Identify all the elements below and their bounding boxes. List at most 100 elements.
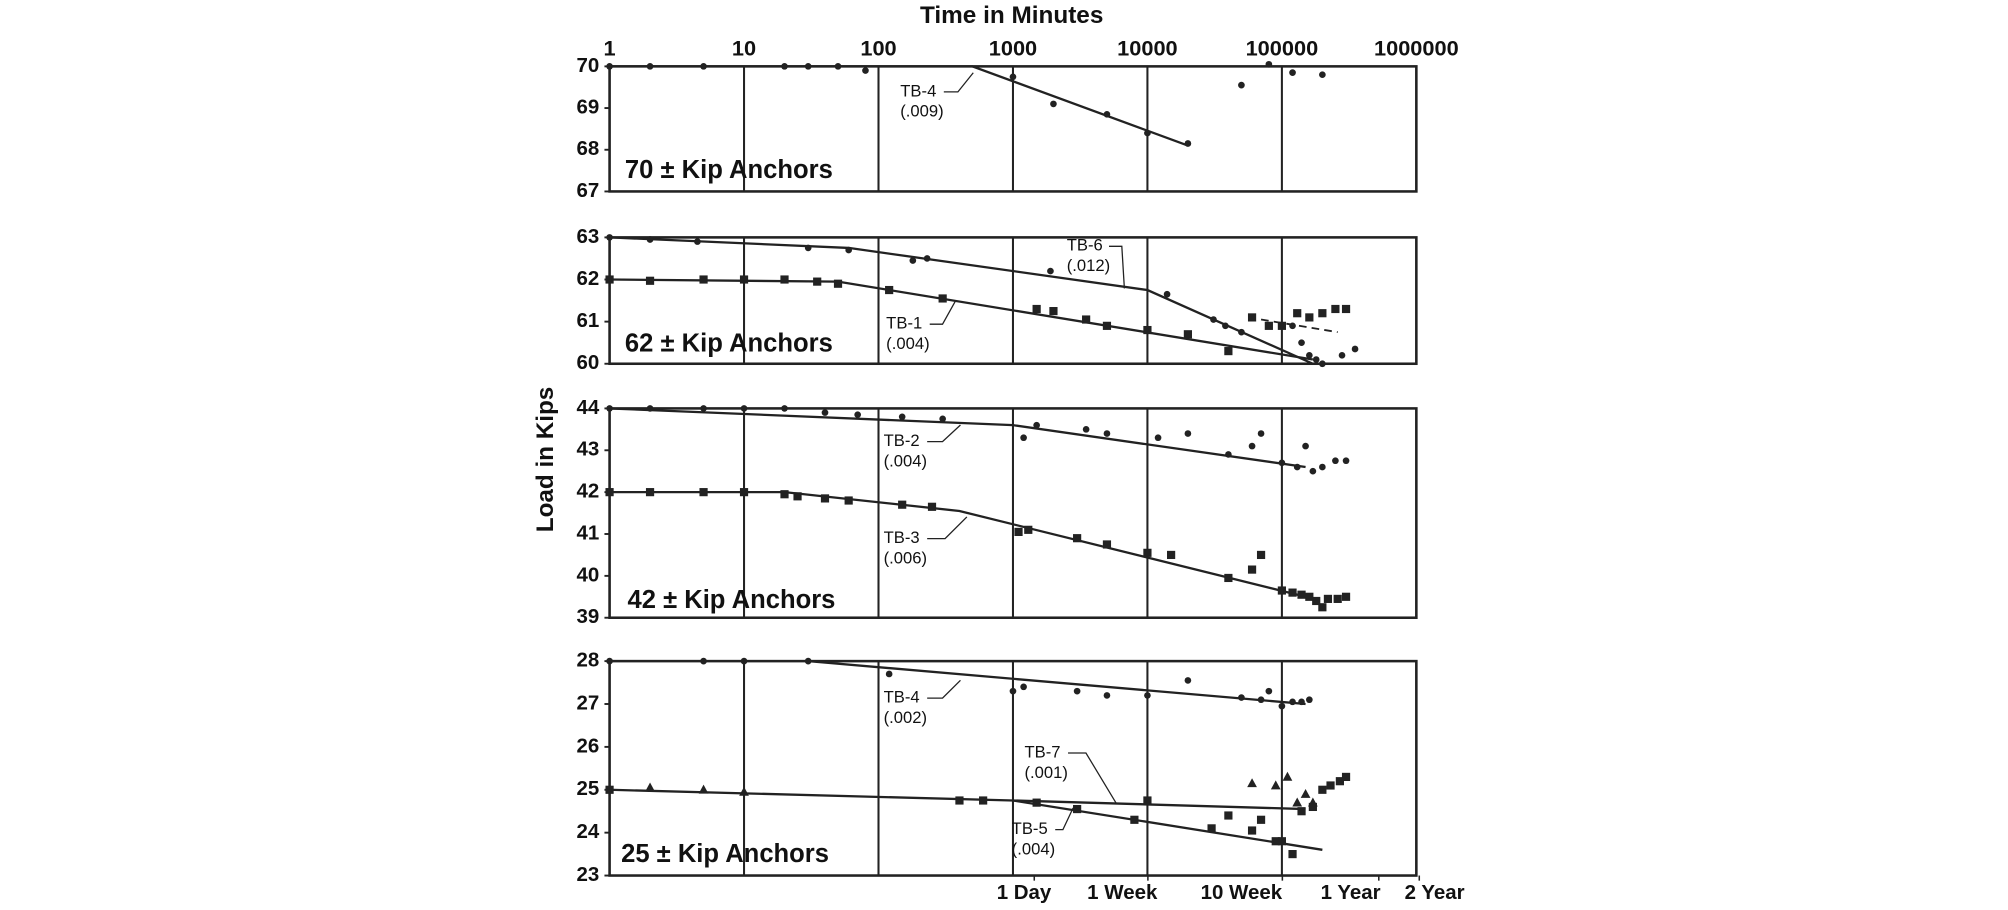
- data-point: [821, 409, 829, 416]
- x2-tick-label: 10 Week: [1201, 881, 1283, 904]
- data-point: [1342, 457, 1350, 465]
- data-point: [1265, 687, 1273, 695]
- y-tick-label: 26: [577, 734, 600, 757]
- y-tick-label: 39: [577, 605, 600, 628]
- data-point: [780, 275, 789, 284]
- data-point: [1298, 339, 1305, 347]
- data-point: [1222, 322, 1229, 330]
- data-point: [1103, 430, 1111, 437]
- data-point: [1224, 347, 1233, 356]
- panel-label: 42 ± Kip Anchors: [628, 586, 836, 614]
- data-point: [739, 275, 749, 284]
- data-point: [1247, 826, 1257, 835]
- data-point: [1047, 267, 1054, 275]
- annotation-leader: [929, 300, 956, 325]
- data-point: [1020, 434, 1027, 442]
- fit-line: [808, 659, 1306, 706]
- data-point: [740, 657, 748, 665]
- data-point: [804, 63, 812, 70]
- data-point: [1326, 781, 1335, 790]
- fit-line: [609, 65, 1189, 147]
- data-point: [700, 657, 707, 665]
- data-point: [1049, 307, 1058, 316]
- data-point: [885, 285, 894, 295]
- data-point: [605, 785, 614, 794]
- y-tick-label: 41: [577, 521, 600, 544]
- data-point: [781, 405, 788, 412]
- data-point: [1248, 442, 1256, 450]
- y-tick-label: 42: [577, 480, 600, 503]
- data-point: [1300, 788, 1311, 798]
- y-tick-label: 67: [577, 179, 600, 202]
- data-point: [1288, 850, 1297, 859]
- data-point: [1103, 692, 1111, 699]
- data-point: [1238, 328, 1245, 336]
- data-point: [1305, 592, 1314, 601]
- x-tick-label: 100: [860, 36, 896, 61]
- data-point: [1265, 60, 1273, 68]
- data-point: [1318, 785, 1327, 794]
- series-name: TB-4: [900, 81, 936, 100]
- data-point: [606, 234, 613, 241]
- data-point: [1293, 309, 1302, 318]
- data-point: [1305, 313, 1314, 322]
- rate-label: (.004): [884, 451, 927, 470]
- data-point: [1102, 540, 1112, 549]
- data-point: [1082, 315, 1091, 324]
- x-tick-label: 100000: [1246, 36, 1319, 61]
- x-axis-title: Time in Minutes: [920, 2, 1103, 29]
- data-point: [927, 502, 937, 511]
- annotation-leader: [1068, 752, 1118, 805]
- x-tick-label: 1000: [989, 36, 1037, 61]
- y-tick-label: 25: [577, 777, 600, 800]
- data-point: [1312, 596, 1321, 606]
- data-point: [700, 405, 707, 412]
- data-point: [1278, 459, 1286, 467]
- data-point: [605, 275, 614, 284]
- annotation-leader: [927, 516, 968, 540]
- x2-tick-label: 1 Year: [1321, 881, 1381, 904]
- data-point: [854, 411, 862, 419]
- data-point: [1341, 592, 1351, 601]
- x-tick-label: 10000: [1117, 36, 1178, 61]
- data-point: [1277, 586, 1286, 595]
- data-point: [1278, 702, 1286, 710]
- x-tick-label: 1000000: [1374, 36, 1459, 61]
- data-point: [1032, 304, 1041, 314]
- y-tick-label: 60: [577, 351, 600, 374]
- data-point: [820, 494, 830, 503]
- data-point: [1309, 467, 1317, 475]
- data-point: [739, 488, 749, 497]
- dashed-line: [1260, 318, 1338, 334]
- data-point: [1032, 798, 1041, 807]
- panel-label: 25 ± Kip Anchors: [621, 840, 829, 868]
- data-point: [1256, 815, 1266, 824]
- series-name: TB-7: [1024, 742, 1060, 761]
- series-name: TB-2: [884, 431, 920, 450]
- data-point: [1257, 430, 1265, 437]
- data-point: [1225, 451, 1232, 458]
- y-axis-title: Load in Kips: [532, 387, 559, 532]
- data-point: [1289, 69, 1296, 76]
- data-point: [1207, 824, 1216, 833]
- rate-label: (.009): [900, 102, 943, 121]
- data-point: [939, 415, 946, 423]
- data-point: [1302, 442, 1309, 450]
- data-point: [1247, 565, 1257, 574]
- data-point: [1338, 352, 1346, 359]
- data-point: [1033, 421, 1040, 429]
- data-point: [1050, 100, 1057, 108]
- data-point: [606, 405, 613, 412]
- data-point: [646, 405, 654, 412]
- rate-label: (.012): [1067, 256, 1110, 275]
- data-point: [938, 294, 947, 303]
- data-point: [1341, 772, 1351, 781]
- data-point: [1351, 345, 1359, 353]
- data-point: [780, 490, 789, 499]
- data-point: [1333, 594, 1342, 603]
- data-point: [1264, 321, 1273, 330]
- data-point: [1308, 802, 1317, 812]
- data-point: [804, 244, 812, 252]
- y-tick-label: 23: [577, 863, 600, 886]
- annotation-leader: [943, 72, 974, 93]
